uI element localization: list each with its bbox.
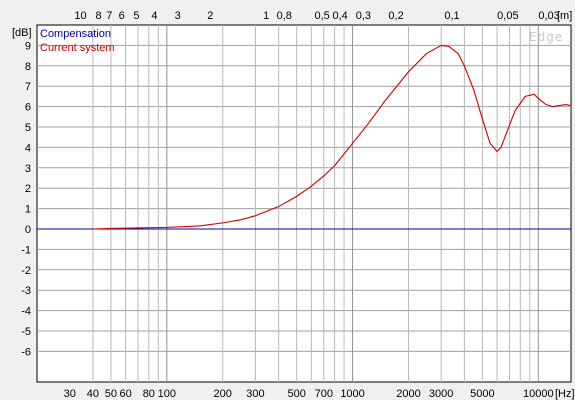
top-tick-label: 0,1	[444, 10, 459, 22]
y-tick-label: -5	[21, 326, 31, 338]
y-tick-label: 1	[25, 204, 31, 216]
x-tick-label: 2000	[396, 388, 420, 400]
x-tick-label: 5000	[470, 388, 494, 400]
y-tick-label: -2	[21, 265, 31, 277]
x-tick-label: 1000	[340, 388, 364, 400]
top-tick-label: 0,05	[497, 10, 518, 22]
series-lines	[37, 44, 572, 230]
x-tick-label: 50	[105, 388, 117, 400]
y-tick-label: 6	[25, 102, 31, 114]
edge-watermark: Edge	[529, 30, 563, 44]
x-tick-label: 700	[315, 388, 333, 400]
x-tick-label: 10000	[523, 388, 554, 400]
x-tick-label: 80	[143, 388, 155, 400]
top-tick-label: 0,8	[277, 10, 292, 22]
top-tick-label: 0,5	[315, 10, 330, 22]
top-tick-label: 2	[207, 10, 213, 22]
y-tick-label: -3	[21, 285, 31, 297]
x-tick-label: 100	[158, 388, 176, 400]
grid-lines	[37, 25, 571, 382]
top-tick-label: 10	[74, 10, 86, 22]
top-tick-label: 6	[119, 10, 125, 22]
top-tick-label: 7	[106, 10, 112, 22]
y-tick-label: 5	[25, 122, 31, 134]
x-tick-label: 200	[214, 388, 232, 400]
top-tick-label: 0,4	[333, 10, 348, 22]
top-tick-label: 0,03	[538, 10, 559, 22]
y-tick-label: 2	[25, 183, 31, 195]
top-tick-label: 4	[151, 10, 157, 22]
top-tick-label: 0,3	[356, 10, 371, 22]
y-tick-label: 3	[25, 163, 31, 175]
y-tick-label: 0	[25, 224, 31, 236]
y-tick-label: 8	[25, 61, 31, 73]
x-tick-label: 60	[119, 388, 131, 400]
legend-compensation: Compensation	[40, 28, 111, 40]
legend-current-system: Current system	[40, 42, 115, 54]
x-tick-label: 40	[87, 388, 99, 400]
plot-area	[36, 24, 572, 383]
current-system-line	[92, 44, 572, 230]
top-tick-label: 1	[263, 10, 269, 22]
x-tick-label: 500	[287, 388, 305, 400]
top-tick-label: 3	[175, 10, 181, 22]
top-tick-label: 0,2	[388, 10, 403, 22]
x-tick-label: 3000	[429, 388, 453, 400]
y-tick-label: 4	[25, 142, 31, 154]
x-unit-label: [Hz]	[555, 388, 575, 400]
y-tick-label: 9	[25, 40, 31, 52]
y-tick-label: 7	[25, 81, 31, 93]
top-unit-label: [m]	[557, 10, 572, 22]
x-tick-label: 300	[246, 388, 264, 400]
y-tick-label: -6	[21, 346, 31, 358]
y-tick-label: -4	[21, 306, 31, 318]
top-tick-label: 5	[133, 10, 139, 22]
y-unit-label: [dB]	[12, 27, 32, 39]
x-tick-label: 30	[64, 388, 76, 400]
y-tick-label: -1	[21, 244, 31, 256]
top-tick-label: 8	[95, 10, 101, 22]
